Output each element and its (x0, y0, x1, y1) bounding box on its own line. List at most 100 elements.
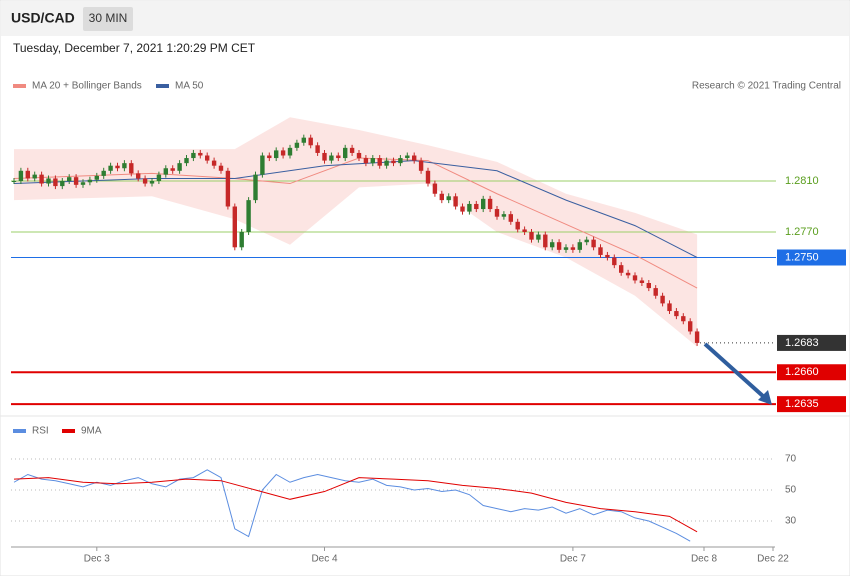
candle (467, 203, 472, 212)
candle (274, 150, 279, 159)
candle (619, 265, 624, 273)
candle (446, 196, 451, 201)
candle (184, 158, 189, 164)
legend-label: MA 50 (175, 81, 204, 92)
y-tick-label: 50 (785, 485, 797, 496)
candle (639, 280, 645, 283)
candle (149, 181, 155, 184)
candle (170, 168, 175, 171)
candle (94, 175, 99, 180)
candle (418, 160, 424, 171)
candle (363, 158, 369, 164)
candle (570, 247, 576, 250)
credit: Research © 2021 Trading Central (692, 81, 841, 92)
forecast-arrowhead (758, 390, 772, 405)
x-tick-label: Dec 3 (84, 554, 111, 565)
candle (80, 182, 86, 185)
candle (46, 178, 51, 184)
header-bar (1, 1, 849, 36)
candle (694, 331, 700, 343)
candle (336, 155, 341, 159)
candle (11, 181, 17, 182)
candle (391, 160, 396, 164)
level-label-box (777, 364, 846, 381)
rsi-panel: 70 50 30 Dec 3 Dec 4 Dec 7 Dec 8 Dec 22 RSI 9MA (11, 426, 797, 565)
level-label-box (777, 334, 846, 351)
candle (377, 158, 382, 166)
candle (453, 196, 458, 207)
candle (232, 206, 237, 248)
candle (501, 214, 507, 217)
level-label-box (777, 396, 846, 413)
y-tick-label: 30 (785, 516, 797, 527)
forecast-arrow (703, 342, 766, 399)
candle (398, 158, 403, 164)
candle (198, 152, 203, 156)
candle (577, 242, 582, 250)
candle (101, 170, 106, 176)
legend-swatch (13, 429, 26, 433)
candle (646, 283, 651, 289)
x-tick-label: Dec 7 (560, 554, 587, 565)
candle (294, 142, 300, 148)
candle (108, 165, 113, 171)
candle (598, 247, 603, 255)
candle (584, 239, 589, 243)
candle (356, 152, 362, 159)
candle (667, 303, 672, 312)
level-label: 1.2660 (785, 366, 819, 378)
candle (522, 229, 527, 232)
candle (136, 173, 141, 179)
candle (32, 174, 37, 179)
candle (25, 170, 30, 179)
candle (425, 170, 431, 184)
candle (460, 206, 465, 212)
candle (115, 165, 120, 169)
candle (487, 198, 493, 210)
candle (253, 174, 258, 201)
candle (563, 247, 569, 250)
candle (543, 234, 548, 248)
legend-swatch (13, 84, 26, 88)
legend-swatch (156, 84, 169, 88)
candle (177, 163, 182, 171)
candle (322, 152, 327, 161)
level-label: 1.2683 (785, 337, 819, 349)
symbol: USD/CAD (11, 10, 75, 26)
candle (87, 179, 93, 183)
timeframe-badge[interactable] (83, 7, 133, 31)
level-label: 1.2750 (785, 251, 819, 263)
candle (494, 209, 500, 217)
candle (267, 155, 272, 159)
candle (632, 275, 638, 281)
candle (225, 170, 231, 207)
candle (73, 177, 79, 185)
candle (405, 155, 410, 159)
legend-label: MA 20 + Bollinger Bands (32, 81, 142, 92)
level-label-box (777, 249, 846, 266)
indicator-line (13, 469, 691, 542)
candle (205, 155, 210, 161)
candle (550, 242, 555, 248)
candle (515, 221, 520, 230)
datetime: Tuesday, December 7, 2021 1:20:29 PM CET (13, 41, 256, 55)
level-label: 1.2810 (785, 175, 819, 187)
x-tick-label: Dec 22 (757, 554, 789, 565)
indicator-line (13, 477, 698, 533)
candle (529, 232, 534, 240)
candle (343, 147, 348, 159)
candle (653, 288, 658, 296)
candle (156, 174, 162, 181)
timeframe[interactable]: 30 MIN (89, 11, 128, 25)
candle (384, 160, 389, 166)
candle (122, 163, 127, 169)
candle (536, 234, 541, 240)
candle (681, 316, 686, 322)
candle (301, 137, 306, 143)
price-panel: 1.2810 1.2770 1.2750 1.2683 1.2660 1.2635 MA 2… (11, 81, 846, 413)
candle (287, 147, 293, 156)
candle (605, 254, 610, 258)
candle (191, 152, 196, 159)
candle (625, 272, 631, 276)
